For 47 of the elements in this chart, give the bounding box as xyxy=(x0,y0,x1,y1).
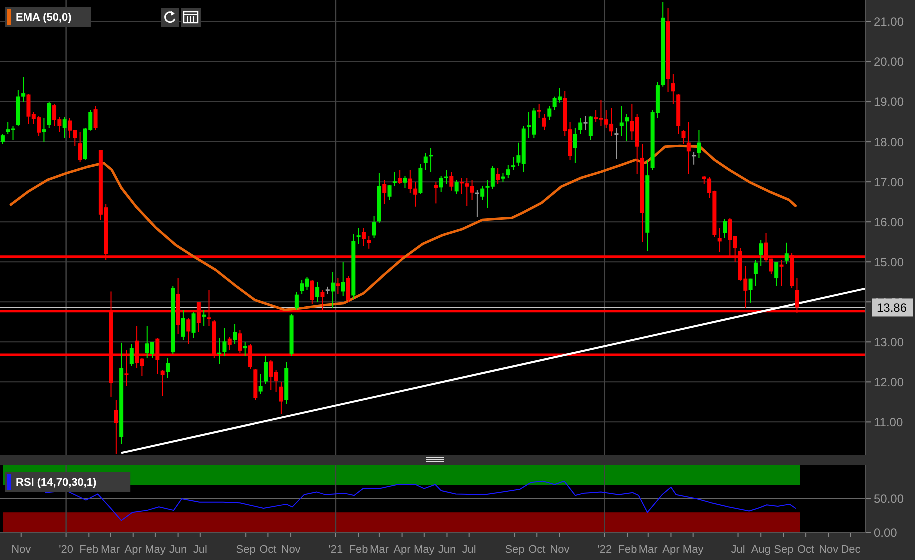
y-tick-label: 50.00 xyxy=(874,492,904,506)
legend-label: EMA (50,0) xyxy=(16,12,72,24)
x-tick-label: Nov xyxy=(12,544,32,556)
x-tick-label: May xyxy=(414,544,436,556)
y-tick-label: 19.00 xyxy=(874,95,904,110)
x-tick-label: Jul xyxy=(193,544,208,556)
y-tick-label: 18.00 xyxy=(874,135,904,150)
x-tick-label: Apr xyxy=(124,544,142,556)
x-tick-label: Nov xyxy=(819,544,840,556)
x-tick-label: Oct xyxy=(528,544,546,556)
x-tick-label: '20 xyxy=(59,544,74,556)
y-tick-label: 12.00 xyxy=(874,375,904,390)
y-tick-label: 11.00 xyxy=(874,415,904,430)
x-tick-label: May xyxy=(682,544,704,556)
y-tick-label: 13.00 xyxy=(874,335,904,350)
x-tick-label: Jun xyxy=(438,544,456,556)
x-tick-label: Aug xyxy=(751,544,771,556)
x-tick-label: Nov xyxy=(550,544,570,556)
x-tick-label: Jul xyxy=(462,544,476,556)
x-tick-label: Mar xyxy=(370,544,390,556)
x-tick-label: '21 xyxy=(328,544,344,556)
x-tick-label: Mar xyxy=(101,544,120,556)
x-tick-label: Oct xyxy=(260,544,277,556)
x-tick-label: May xyxy=(145,544,166,556)
x-tick-label: Feb xyxy=(349,544,368,556)
legend-label: RSI (14,70,30,1) xyxy=(16,476,98,489)
x-tick-label: Jun xyxy=(169,544,188,556)
x-tick-label: Feb xyxy=(80,544,99,556)
y-tick-label: 21.00 xyxy=(874,15,904,30)
y-tick-label: 15.00 xyxy=(874,255,904,270)
x-tick-label: Sep xyxy=(236,544,256,556)
y-tick-label: 17.00 xyxy=(874,175,904,190)
y-tick-label: 16.00 xyxy=(874,215,904,230)
x-tick-label: Nov xyxy=(281,544,302,556)
y-tick-label: 0.00 xyxy=(874,526,898,540)
y-tick-label: 20.00 xyxy=(874,55,904,70)
x-tick-label: Dec xyxy=(841,544,862,556)
x-tick-label: Sep xyxy=(774,544,794,556)
x-tick-label: Mar xyxy=(638,544,658,556)
x-tick-label: Jul xyxy=(731,544,746,556)
x-tick-label: Feb xyxy=(618,544,638,556)
x-tick-label: Oct xyxy=(797,544,815,556)
x-tick-label: Apr xyxy=(394,544,412,556)
x-tick-label: '22 xyxy=(598,544,612,556)
x-tick-label: Apr xyxy=(662,544,680,556)
x-tick-label: Sep xyxy=(505,544,525,556)
ref-line-label: 13.86 xyxy=(876,300,908,315)
